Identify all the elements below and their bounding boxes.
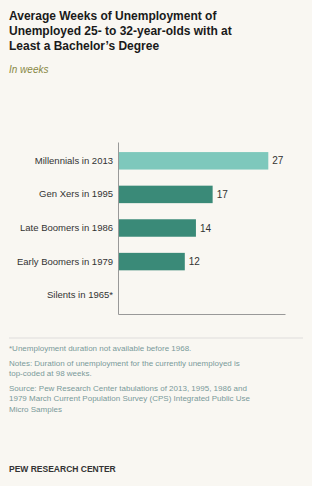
y-tick-label: Millennials in 2013 bbox=[35, 155, 113, 166]
x-axis-line bbox=[119, 314, 286, 315]
footnote: *Unemployment duration not available bef… bbox=[9, 344, 191, 353]
y-tick-label: Early Boomers in 1979 bbox=[17, 256, 113, 267]
bar bbox=[118, 186, 213, 203]
data-label: 14 bbox=[200, 223, 212, 234]
y-tick: Millennials in 2013 bbox=[35, 155, 118, 166]
footer: PEW RESEARCH CENTER bbox=[9, 464, 116, 474]
title: Average Weeks of Unemployment ofUnemploy… bbox=[9, 9, 232, 53]
bar bbox=[118, 152, 268, 169]
data-label: 12 bbox=[189, 256, 201, 267]
y-axis: Millennials in 2013 Gen Xers in 1995 Late … bbox=[17, 143, 119, 315]
chart: Average Weeks of Unemployment ofUnemploy… bbox=[0, 0, 312, 486]
annotation-line: Source: Pew Research Center tabulations … bbox=[9, 384, 247, 393]
title-line: Least a Bachelor’s Degree bbox=[9, 39, 159, 53]
y-tick: Silents in 1965* bbox=[47, 289, 118, 300]
annotation-line: top-coded at 98 weeks. bbox=[9, 369, 92, 378]
footnote: Notes: Duration of unemployment for the … bbox=[9, 359, 240, 379]
bar bbox=[118, 253, 185, 270]
subtitle: In weeks bbox=[9, 64, 48, 75]
y-tick: Early Boomers in 1979 bbox=[17, 256, 118, 267]
y-tick-label: Late Boomers in 1986 bbox=[20, 222, 113, 233]
title-line: Unemployed 25- to 32-year-olds with at bbox=[9, 24, 232, 38]
annotation-line: *Unemployment duration not available bef… bbox=[9, 344, 191, 353]
annotation-line: Notes: Duration of unemployment for the … bbox=[9, 359, 240, 368]
bars bbox=[118, 152, 268, 270]
title-line: Average Weeks of Unemployment of bbox=[9, 9, 217, 23]
y-tick: Late Boomers in 1986 bbox=[20, 222, 118, 233]
annotation-line: 1979 March Current Population Survey (CP… bbox=[9, 394, 251, 403]
footnote: Source: Pew Research Center tabulations … bbox=[9, 384, 251, 414]
data-label: 27 bbox=[272, 155, 284, 166]
x-axis bbox=[119, 314, 286, 315]
annotation-line: PEW RESEARCH CENTER bbox=[9, 464, 116, 474]
bar bbox=[118, 219, 196, 236]
y-tick: Gen Xers in 1995 bbox=[39, 188, 118, 199]
y-axis-line bbox=[118, 143, 119, 315]
divider bbox=[9, 338, 303, 339]
annotation-line: Micro Samples bbox=[9, 405, 62, 414]
y-tick-label: Gen Xers in 1995 bbox=[39, 188, 113, 199]
data-label: 17 bbox=[217, 189, 229, 200]
y-tick-label: Silents in 1965* bbox=[47, 289, 113, 300]
